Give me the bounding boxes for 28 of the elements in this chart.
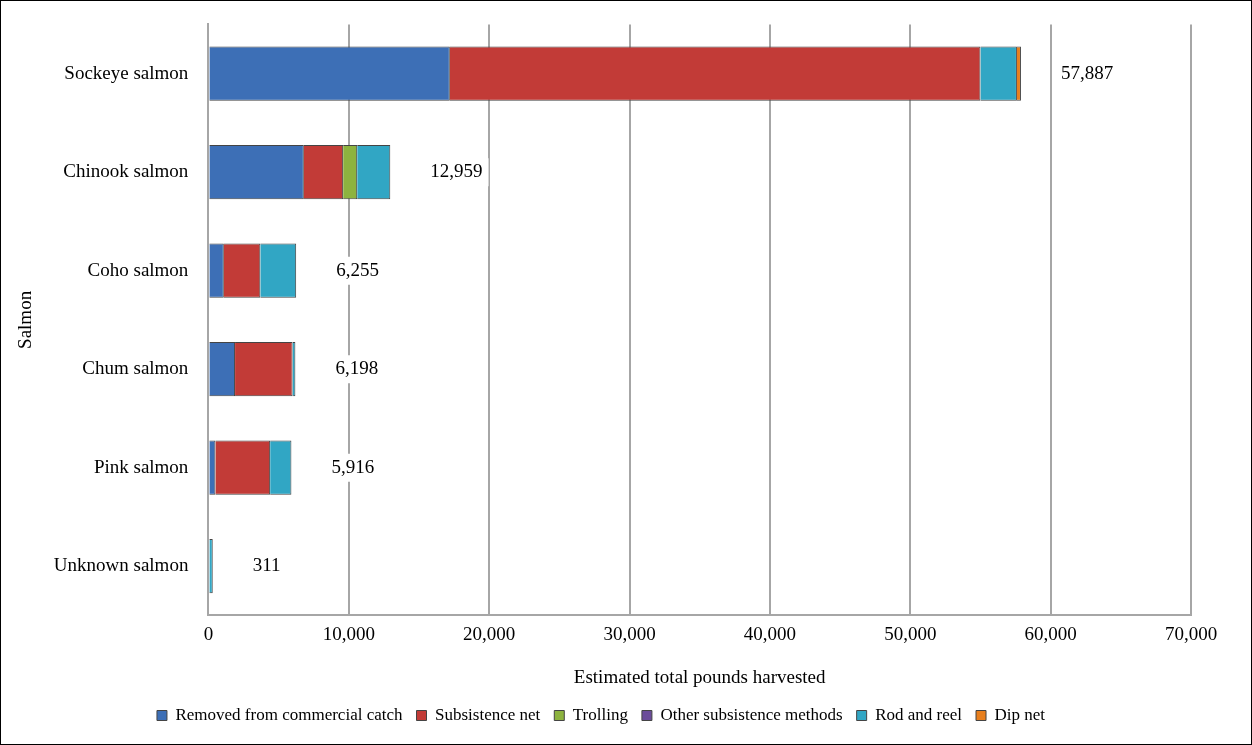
y-tick-label: Unknown salmon [53, 554, 189, 576]
total-label: 6,198 [335, 357, 379, 379]
x-tick-label: 40,000 [743, 622, 796, 644]
y-tick-label: Sockeye salmon [64, 61, 189, 83]
x-tick-label: 50,000 [884, 622, 937, 644]
y-tick-label: Chinook salmon [63, 160, 189, 182]
legend-label: Rod and reel [875, 704, 963, 724]
y-tick-label: Chum salmon [82, 357, 189, 379]
x-tick-label: 0 [203, 622, 214, 644]
x-tick-label: 30,000 [603, 622, 656, 644]
legend-label: Subsistence net [435, 704, 541, 724]
total-label: 12,959 [430, 160, 483, 182]
legend-label: Trolling [572, 704, 629, 724]
x-axis-title: Estimated total pounds harvested [573, 665, 827, 687]
legend-label: Dip net [994, 704, 1046, 724]
y-tick-label: Coho salmon [87, 258, 189, 280]
legend-label: Other subsistence methods [660, 704, 843, 724]
total-label: 311 [252, 554, 281, 576]
total-label: 5,916 [331, 455, 375, 477]
x-tick-label: 20,000 [463, 622, 516, 644]
total-label: 57,887 [1060, 61, 1114, 83]
x-tick-label: 70,000 [1164, 622, 1218, 644]
legend-label: Removed from commercial catch [175, 704, 404, 724]
x-tick-label: 60,000 [1024, 622, 1077, 644]
x-tick-label: 10,000 [322, 622, 375, 644]
total-label: 6,255 [336, 258, 379, 280]
y-axis-title: Salmon [14, 290, 36, 349]
y-tick-label: Pink salmon [93, 455, 189, 477]
